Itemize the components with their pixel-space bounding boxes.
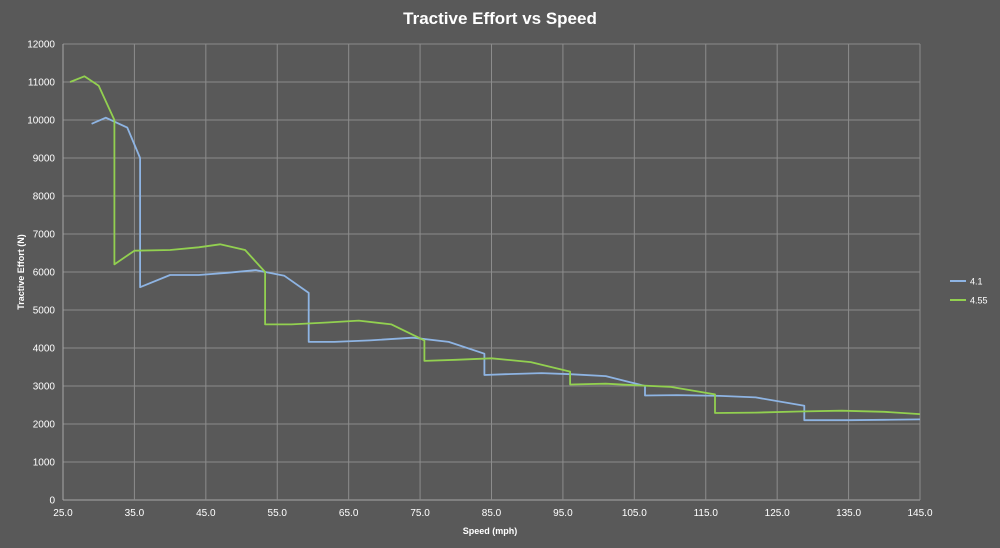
y-tick-label: 1000 [33, 458, 56, 469]
series-layer [69, 75, 921, 422]
y-tick-label: 11000 [28, 78, 56, 89]
y-tick-label: 8000 [33, 192, 56, 203]
legend-label: 4.55 [970, 296, 988, 306]
x-tick-label: 115.0 [694, 508, 719, 519]
x-tick-label: 65.0 [339, 508, 359, 519]
x-tick-label: 75.0 [410, 508, 430, 519]
x-tick-label: 35.0 [125, 508, 145, 519]
series-line-4-1 [91, 116, 921, 422]
legend: 4.1 4.55 [950, 277, 988, 306]
axes-layer: 0 1000 2000 3000 4000 5000 6000 7000 8000 9000 100… [27, 40, 933, 520]
x-tick-label: 135.0 [836, 508, 861, 519]
legend-label: 4.1 [970, 277, 983, 287]
y-tick-label: 7000 [33, 230, 56, 241]
x-axis-label: Speed (mph) [463, 526, 518, 536]
x-tick-label: 105.0 [622, 508, 647, 519]
y-tick-label: 0 [49, 496, 55, 507]
grid-layer [62, 43, 921, 501]
x-tick-label: 45.0 [196, 508, 216, 519]
y-tick-label: 12000 [27, 40, 55, 51]
x-tick-label: 125.0 [765, 508, 790, 519]
y-tick-label: 9000 [33, 154, 56, 165]
y-tick-label: 10000 [27, 116, 55, 127]
y-tick-label: 6000 [33, 268, 56, 279]
x-tick-label: 85.0 [482, 508, 502, 519]
y-tick-label: 5000 [33, 306, 56, 317]
y-tick-label: 3000 [33, 382, 56, 393]
x-tick-label: 55.0 [268, 508, 288, 519]
y-tick-label: 4000 [33, 344, 56, 355]
x-tick-label: 25.0 [53, 508, 73, 519]
y-tick-label: 2000 [33, 420, 56, 431]
x-tick-label: 95.0 [553, 508, 573, 519]
chart-title: Tractive Effort vs Speed [403, 9, 597, 28]
series-line-4-55 [69, 75, 921, 415]
x-tick-label: 145.0 [907, 508, 932, 519]
y-axis-label: Tractive Effort (N) [16, 234, 26, 310]
